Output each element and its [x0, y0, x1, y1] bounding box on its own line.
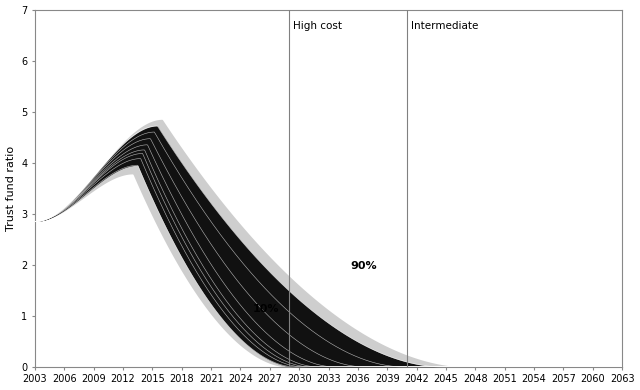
Text: 90%: 90%	[350, 261, 377, 271]
Text: 50%: 50%	[309, 281, 334, 291]
Text: 10%: 10%	[252, 304, 279, 314]
Text: High cost: High cost	[293, 21, 342, 31]
Y-axis label: Trust fund ratio: Trust fund ratio	[6, 145, 15, 231]
Text: Intermediate: Intermediate	[411, 21, 478, 31]
